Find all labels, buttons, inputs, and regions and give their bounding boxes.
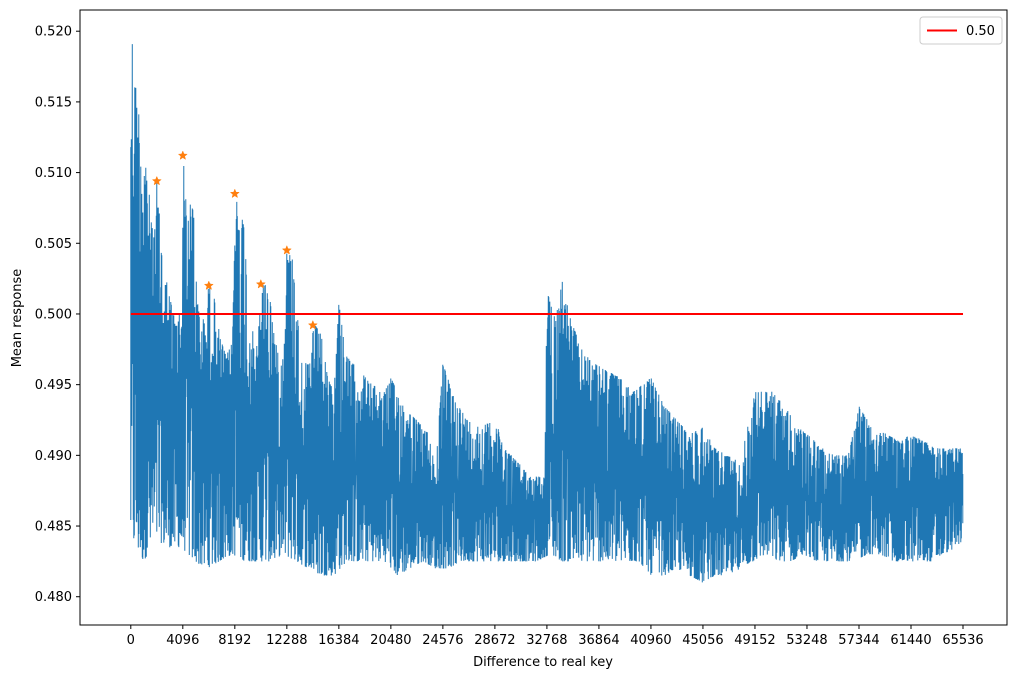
x-tick-label: 4096: [166, 633, 199, 648]
x-tick-label: 65536: [942, 633, 983, 648]
y-axis-label: Mean response: [10, 269, 25, 368]
series-mean-response: [130, 44, 964, 583]
star-marker: [307, 319, 318, 330]
x-tick-label: 49152: [734, 633, 775, 648]
x-tick-label: 28672: [474, 633, 515, 648]
x-tick-label: 0: [127, 633, 135, 648]
y-tick-label: 0.505: [35, 237, 72, 252]
y-tick-label: 0.500: [35, 307, 72, 322]
plot-frame: [79, 9, 1008, 626]
y-tick-label: 0.480: [35, 590, 72, 605]
x-tick-label: 12288: [266, 633, 307, 648]
y-tick-label: 0.520: [35, 25, 72, 40]
star-marker: [255, 278, 266, 289]
star-marker: [281, 245, 292, 255]
legend-box: [919, 16, 1003, 45]
star-marker: [177, 150, 188, 160]
x-tick-label: 16384: [318, 633, 359, 648]
x-tick-label: 24576: [422, 633, 463, 648]
y-tick-label: 0.510: [35, 166, 72, 181]
x-tick-label: 57344: [838, 633, 879, 648]
y-tick-label: 0.515: [35, 95, 72, 110]
y-tick-label: 0.485: [35, 520, 72, 535]
x-tick-label: 53248: [786, 633, 827, 648]
x-tick-label: 20480: [370, 633, 411, 648]
x-tick-label: 45056: [682, 633, 723, 648]
plot-area: [130, 44, 964, 583]
x-tick-label: 40960: [630, 633, 671, 648]
y-tick-label: 0.490: [35, 449, 72, 464]
y-axis: 0.480 0.485 0.490 0.495 0.500 0.505 0.510 0.515…: [35, 25, 80, 605]
x-tick-label: 32768: [526, 633, 567, 648]
star-marker: [203, 280, 214, 290]
x-axis-label: Difference to real key: [473, 655, 613, 670]
legend: 0.50: [919, 16, 1003, 45]
x-tick-label: 36864: [578, 633, 619, 648]
y-tick-label: 0.495: [35, 378, 72, 393]
x-tick-label: 8192: [218, 633, 251, 648]
star-marker: [151, 175, 162, 186]
star-marker: [229, 188, 240, 199]
x-tick-label: 61440: [890, 633, 931, 648]
legend-label-threshold: 0.50: [966, 24, 995, 39]
x-axis: 0 4096 8192 12288 16384 20480 24576 28672 32768 3…: [127, 625, 984, 648]
